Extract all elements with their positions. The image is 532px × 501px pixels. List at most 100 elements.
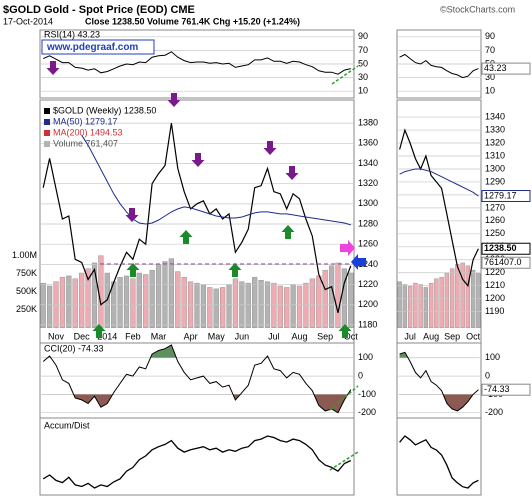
volume-bar xyxy=(290,284,296,328)
y-tick-label: 1380 xyxy=(358,118,378,128)
price-pointer xyxy=(351,254,366,270)
volume-bar xyxy=(66,275,72,328)
legend-swatch xyxy=(44,108,50,114)
volume-bar xyxy=(444,272,450,328)
volume-bar xyxy=(252,277,258,328)
y-tick-label: 1360 xyxy=(358,138,378,148)
x-tick-label: Aug xyxy=(423,331,439,341)
volume-bar xyxy=(85,268,91,328)
plot-layer: 90 70 50 30 10 1.00M 750K 500K 250K 1180 1200 1220 1… xyxy=(12,31,531,489)
volume-bar xyxy=(213,288,219,328)
y-tick-label: 500K xyxy=(16,286,37,296)
volume-bar xyxy=(407,285,413,328)
ma-pointer xyxy=(340,240,355,256)
value-flag-label: 761407.0 xyxy=(484,257,522,267)
volume-bar xyxy=(181,277,187,328)
volume-bar xyxy=(460,262,465,328)
volume-bar xyxy=(316,275,322,328)
y-tick-label: 1200 xyxy=(358,299,378,309)
chart-title: $GOLD Gold - Spot Price (EOD) CME xyxy=(3,4,195,16)
volume-bar xyxy=(296,285,303,328)
value-flag xyxy=(481,383,531,396)
cci-line xyxy=(42,344,352,414)
ad-line xyxy=(42,435,352,489)
y-tick-label: 0 xyxy=(485,370,490,380)
y-tick-label: -100 xyxy=(358,389,376,399)
volume-bar xyxy=(476,272,481,328)
y-tick-label: 1260 xyxy=(358,239,378,249)
ma-line xyxy=(399,168,479,197)
y-tick-label: 1260 xyxy=(485,215,505,225)
y-tick-label: 90 xyxy=(485,31,495,41)
y-tick-label: 70 xyxy=(358,45,368,55)
legend-label: MA(200) 1494.53 xyxy=(53,127,123,137)
volume-bar xyxy=(123,275,130,328)
y-tick-label: 1310 xyxy=(485,150,505,160)
volume-bar xyxy=(402,284,408,328)
volume-bar xyxy=(284,287,290,328)
volume-bar xyxy=(168,258,174,328)
y-tick-label: 1210 xyxy=(485,280,505,290)
legend-swatch xyxy=(44,119,50,125)
y-tick-label: -200 xyxy=(358,407,376,417)
volume-bar xyxy=(277,285,283,328)
y-tick-label: 1250 xyxy=(485,228,505,238)
volume-bar xyxy=(59,277,66,328)
x-tick-label: Oct xyxy=(466,331,481,341)
value-flag xyxy=(481,189,531,202)
volume-bar xyxy=(143,274,149,328)
y-tick-label: 250K xyxy=(16,304,37,314)
volume-bar xyxy=(245,282,251,328)
y-tick-label: 750K xyxy=(16,268,37,278)
volume-bar xyxy=(418,284,423,328)
volume-bar xyxy=(303,282,309,328)
x-tick-label: May xyxy=(208,331,226,341)
watermark: www.pdegraaf.com xyxy=(46,42,138,53)
cci-label: CCI(20) -74.33 xyxy=(44,343,104,353)
x-tick-label: Dec xyxy=(74,331,91,341)
x-tick-label: Nov xyxy=(48,331,65,341)
y-tick-label: 1340 xyxy=(485,111,505,121)
ad-frame xyxy=(39,417,355,496)
volume-bar xyxy=(130,278,136,328)
y-tick-label: 90 xyxy=(358,31,368,41)
volume-bar xyxy=(428,282,434,328)
x-tick-label: Jul xyxy=(404,331,416,341)
volume-bar xyxy=(207,287,213,328)
x-tick-label: Apr xyxy=(184,331,198,341)
ad-trend xyxy=(329,451,359,471)
value-flag xyxy=(481,62,531,75)
y-tick-label: 1330 xyxy=(485,124,505,134)
volume-bar xyxy=(175,271,181,328)
legend-label: MA(50) 1279.17 xyxy=(53,116,118,126)
volume-bar xyxy=(258,280,264,328)
price-line xyxy=(399,128,479,288)
ad-line xyxy=(399,435,479,489)
y-tick-label: 1180 xyxy=(358,319,377,329)
chart-date: 17-Oct-2014 xyxy=(3,16,53,26)
volume-bar xyxy=(79,272,85,328)
y-tick-label: 1.00M xyxy=(12,250,37,260)
cci-low-fill xyxy=(399,394,479,411)
volume-bar xyxy=(155,264,162,328)
legend-label: $GOLD (Weekly) 1238.50 xyxy=(53,105,156,115)
y-tick-label: 1300 xyxy=(358,198,378,208)
ma-line xyxy=(81,134,351,226)
legend-swatch xyxy=(44,130,50,136)
volume-bar xyxy=(149,269,155,328)
volume-bar xyxy=(423,287,429,328)
x-tick-label: Aug xyxy=(292,331,308,341)
volume-bar xyxy=(232,278,239,328)
watermark-box xyxy=(41,39,155,55)
rsi-line xyxy=(42,51,351,75)
rsi-line xyxy=(399,53,479,79)
volume-bar xyxy=(47,285,53,328)
volume-bar xyxy=(91,262,98,328)
y-tick-label: 1190 xyxy=(485,306,504,316)
x-tick-label: Sep xyxy=(317,331,333,341)
y-tick-label: 100 xyxy=(485,352,500,362)
volume-bar xyxy=(226,284,232,328)
value-flag xyxy=(481,256,531,269)
volume-bar xyxy=(162,261,168,328)
price-line xyxy=(42,123,352,313)
